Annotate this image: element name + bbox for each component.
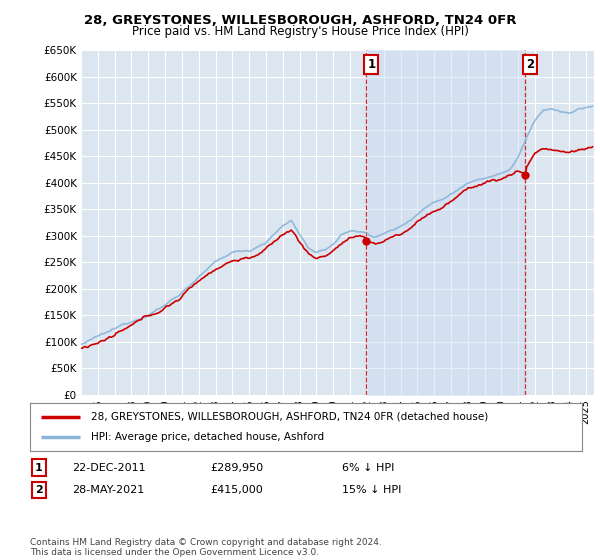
Text: 2: 2 — [526, 58, 535, 71]
Text: 15% ↓ HPI: 15% ↓ HPI — [342, 485, 401, 495]
Text: 1: 1 — [367, 58, 376, 71]
Text: 6% ↓ HPI: 6% ↓ HPI — [342, 463, 394, 473]
Text: 2: 2 — [35, 485, 43, 495]
Text: 28, GREYSTONES, WILLESBOROUGH, ASHFORD, TN24 0FR: 28, GREYSTONES, WILLESBOROUGH, ASHFORD, … — [84, 14, 516, 27]
Text: £415,000: £415,000 — [210, 485, 263, 495]
Text: 22-DEC-2011: 22-DEC-2011 — [72, 463, 146, 473]
Text: 28-MAY-2021: 28-MAY-2021 — [72, 485, 144, 495]
Text: Price paid vs. HM Land Registry's House Price Index (HPI): Price paid vs. HM Land Registry's House … — [131, 25, 469, 38]
Text: 28, GREYSTONES, WILLESBOROUGH, ASHFORD, TN24 0FR (detached house): 28, GREYSTONES, WILLESBOROUGH, ASHFORD, … — [91, 412, 488, 422]
Text: Contains HM Land Registry data © Crown copyright and database right 2024.
This d: Contains HM Land Registry data © Crown c… — [30, 538, 382, 557]
Text: £289,950: £289,950 — [210, 463, 263, 473]
Text: HPI: Average price, detached house, Ashford: HPI: Average price, detached house, Ashf… — [91, 432, 324, 442]
Text: 1: 1 — [35, 463, 43, 473]
